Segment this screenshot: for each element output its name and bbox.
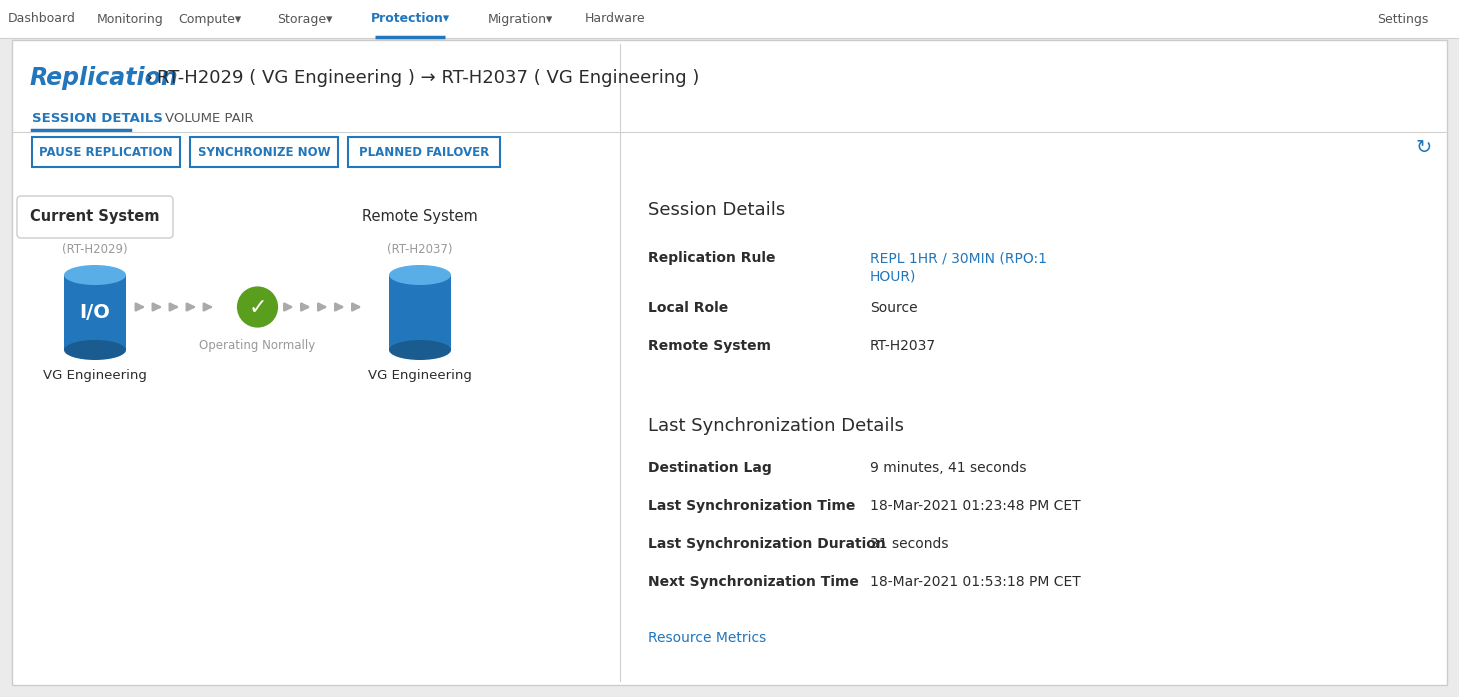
Text: Local Role: Local Role [648, 301, 728, 315]
Text: Source: Source [870, 301, 918, 315]
Text: Settings: Settings [1377, 13, 1428, 26]
Text: Destination Lag: Destination Lag [648, 461, 772, 475]
Text: Monitoring: Monitoring [96, 13, 163, 26]
Text: Dashboard: Dashboard [9, 13, 76, 26]
Text: Replication: Replication [31, 66, 179, 90]
Circle shape [235, 285, 280, 329]
Text: VG Engineering: VG Engineering [368, 369, 471, 381]
Text: PLANNED FAILOVER: PLANNED FAILOVER [359, 146, 489, 158]
Text: (RT-H2037): (RT-H2037) [387, 243, 452, 256]
Text: Last Synchronization Time: Last Synchronization Time [648, 499, 855, 513]
Text: Operating Normally: Operating Normally [200, 339, 315, 351]
Text: RT-H2037: RT-H2037 [870, 339, 937, 353]
Text: Hardware: Hardware [585, 13, 645, 26]
Text: Compute▾: Compute▾ [178, 13, 242, 26]
Text: REPL 1HR / 30MIN (RPO:1: REPL 1HR / 30MIN (RPO:1 [870, 251, 1048, 265]
Text: 9 minutes, 41 seconds: 9 minutes, 41 seconds [870, 461, 1027, 475]
FancyBboxPatch shape [64, 275, 125, 350]
FancyBboxPatch shape [32, 137, 179, 167]
Text: Protection▾: Protection▾ [371, 13, 449, 26]
Text: Session Details: Session Details [648, 201, 785, 219]
Text: Remote System: Remote System [362, 210, 479, 224]
Ellipse shape [64, 340, 125, 360]
Text: Migration▾: Migration▾ [487, 13, 553, 26]
Text: Remote System: Remote System [648, 339, 770, 353]
FancyBboxPatch shape [12, 40, 1447, 685]
FancyBboxPatch shape [390, 275, 451, 350]
Text: Last Synchronization Duration: Last Synchronization Duration [648, 537, 886, 551]
FancyBboxPatch shape [349, 137, 500, 167]
FancyBboxPatch shape [18, 196, 174, 238]
Text: ↻: ↻ [1415, 139, 1431, 158]
FancyBboxPatch shape [0, 0, 1459, 38]
FancyBboxPatch shape [190, 137, 338, 167]
Text: Storage▾: Storage▾ [277, 13, 333, 26]
Text: ✓: ✓ [248, 298, 267, 318]
Ellipse shape [64, 265, 125, 285]
Text: (RT-H2029): (RT-H2029) [63, 243, 128, 256]
Text: Resource Metrics: Resource Metrics [648, 631, 766, 645]
Text: VOLUME PAIR: VOLUME PAIR [165, 112, 254, 125]
Text: SYNCHRONIZE NOW: SYNCHRONIZE NOW [197, 146, 330, 158]
Text: VG Engineering: VG Engineering [44, 369, 147, 381]
Text: HOUR): HOUR) [870, 269, 916, 283]
Text: Current System: Current System [31, 210, 159, 224]
Text: RT-H2029 ( VG Engineering ) → RT-H2037 ( VG Engineering ): RT-H2029 ( VG Engineering ) → RT-H2037 (… [158, 69, 699, 87]
Text: SESSION DETAILS: SESSION DETAILS [32, 112, 163, 125]
Text: Replication Rule: Replication Rule [648, 251, 776, 265]
Text: Last Synchronization Details: Last Synchronization Details [648, 417, 905, 435]
Ellipse shape [390, 340, 451, 360]
Text: I/O: I/O [80, 303, 111, 322]
Text: ›: › [140, 69, 159, 87]
Text: 18-Mar-2021 01:53:18 PM CET: 18-Mar-2021 01:53:18 PM CET [870, 575, 1081, 589]
Text: PAUSE REPLICATION: PAUSE REPLICATION [39, 146, 172, 158]
Text: 31 seconds: 31 seconds [870, 537, 948, 551]
Ellipse shape [390, 265, 451, 285]
Text: 18-Mar-2021 01:23:48 PM CET: 18-Mar-2021 01:23:48 PM CET [870, 499, 1081, 513]
Text: Next Synchronization Time: Next Synchronization Time [648, 575, 859, 589]
